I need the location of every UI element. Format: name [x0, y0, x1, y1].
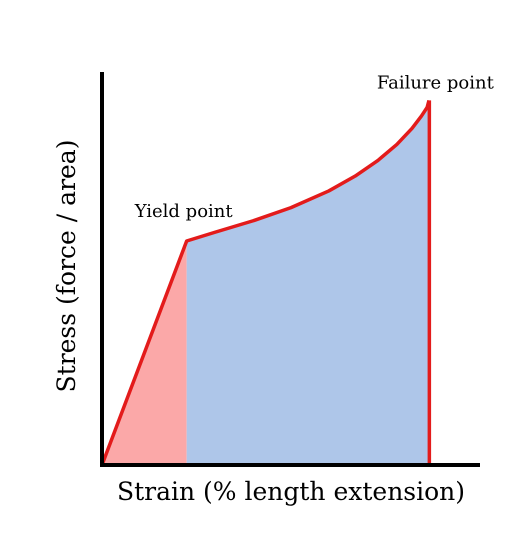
y-axis-label: Stress (force / area): [52, 140, 81, 393]
stress-strain-curve: [100, 99, 431, 466]
x-axis-label: Strain (% length extension): [117, 477, 465, 506]
failure-point-label: Failure point: [377, 72, 495, 93]
yield-point-label: Yield point: [134, 201, 234, 222]
plastic-region-fill: [186, 100, 430, 465]
